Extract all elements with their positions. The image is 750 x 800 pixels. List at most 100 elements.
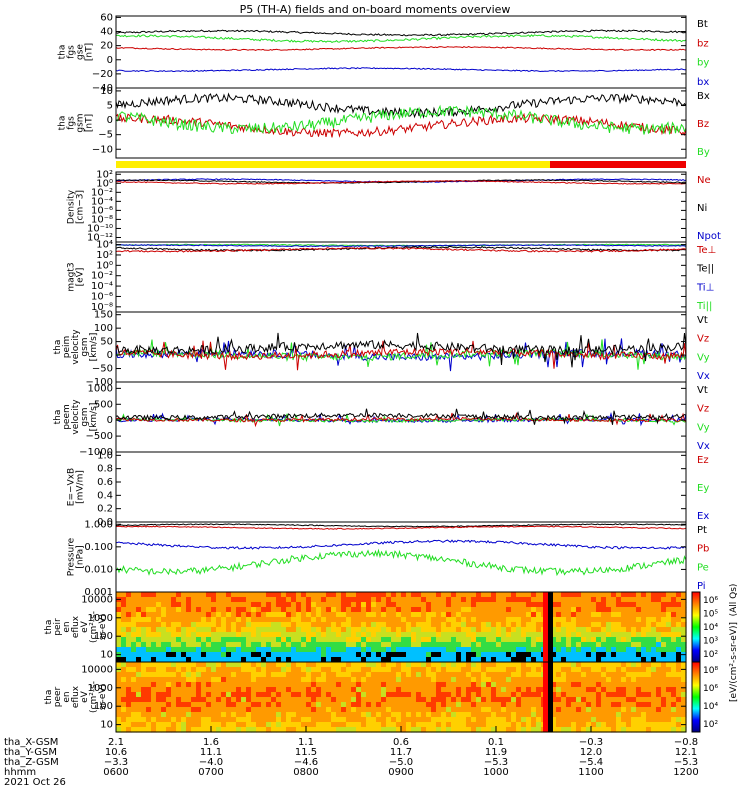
panel-9-ylabel: en	[62, 621, 72, 632]
panel-5-legend: Vz	[697, 334, 709, 345]
panel-5-ytick: 50	[100, 337, 113, 348]
panel-4-ylabel: magt3	[67, 262, 77, 291]
panel-10-ylabel: en	[62, 691, 72, 702]
colorbar-tick: 10⁶	[703, 596, 718, 606]
xaxis-tick-value: −0.8	[674, 737, 698, 748]
status-bar-yellow	[116, 161, 550, 168]
panel-1-ytick: −20	[92, 69, 113, 80]
panel-1-series-green	[115, 34, 687, 43]
panel-3-ytick: 10⁻¹⁰	[87, 223, 113, 234]
panel-9-ylabel: peir	[53, 618, 63, 636]
panel-1-ytick: −40	[92, 83, 113, 94]
panel-2-series-green	[115, 104, 687, 136]
panel-7	[115, 451, 687, 523]
panel-4-ytick: 10⁻⁸	[91, 302, 113, 313]
panel-9-ytick: 100	[94, 631, 113, 642]
panel-7-legend: Ex	[697, 511, 709, 522]
xaxis-tick-value: 1200	[673, 767, 698, 778]
panel-6	[115, 381, 687, 453]
panel-2-ytick: 0	[107, 115, 113, 126]
panel-7-ylabel: [mV/m]	[76, 470, 86, 504]
panel-6-ytick: 0	[107, 415, 113, 426]
xaxis-tick-value: 0.1	[488, 737, 504, 748]
panel-8-legend: Pi	[697, 581, 706, 592]
xaxis-row-label: tha_Z-GSM	[4, 757, 59, 768]
panel-2-ylabel: fgs	[67, 116, 77, 130]
xaxis-tick-value: 0600	[103, 767, 128, 778]
panel-7-legend: Ez	[697, 455, 709, 466]
panel-5	[115, 311, 687, 383]
panel-5-series-red	[115, 340, 687, 371]
xaxis-tick-value: −5.3	[484, 757, 508, 768]
xaxis-tick-value: −5.0	[389, 757, 413, 768]
panel-2-legend: Bx	[697, 91, 710, 102]
panel-1-ytick: 60	[100, 12, 113, 23]
panel-5-legend: Vy	[697, 352, 710, 363]
panel-10-ytick: 100	[94, 701, 113, 712]
colorbar-2	[691, 661, 701, 733]
xaxis-tick-value: −0.3	[579, 737, 603, 748]
xaxis-tick-value: 12.0	[580, 747, 602, 758]
xaxis-tick-value: −3.3	[104, 757, 128, 768]
xaxis-tick-value: 1100	[578, 767, 603, 778]
panel-7-legend: Ey	[697, 483, 709, 494]
panel-2-ytick: 5	[107, 101, 113, 112]
panel-4-legend: Ti||	[696, 301, 712, 312]
panel-4-series-red	[115, 246, 687, 253]
panel-4-ytick: 10⁰	[96, 260, 113, 271]
panel-5-ytick: −50	[92, 364, 113, 375]
panel-6-ylabel: gsm	[80, 407, 90, 426]
panel-3-ytick: 10²	[96, 169, 113, 180]
panel-9-ytick: 10	[100, 650, 113, 661]
panel-3-series-black	[115, 179, 687, 184]
panel-8-ytick: 0.001	[84, 587, 113, 598]
panel-4-legend: Te||	[696, 264, 714, 275]
panel-3-ylabel: [cm−3]	[76, 190, 86, 224]
panel-9	[115, 591, 687, 663]
xaxis-tick-value: 12.1	[675, 747, 697, 758]
panel-3-ylabel: Density	[67, 189, 77, 224]
panel-7-ytick: 0.4	[97, 490, 113, 501]
panel-5-ylabel: tha	[53, 340, 63, 355]
panel-10-ylabel: tha	[44, 690, 54, 705]
panel-4-ylabel: [eV]	[76, 268, 86, 287]
panel-1-series-blue	[115, 67, 686, 73]
xaxis-tick-value: −5.4	[579, 757, 603, 768]
panel-2-ytick: −5	[98, 130, 113, 141]
panel-10-ylabel: peer	[53, 686, 63, 707]
panel-4-legend: Ti⊥	[696, 282, 714, 293]
panel-2-legend: By	[697, 147, 710, 158]
colorbar-tick: 10⁵	[703, 610, 718, 620]
panel-9-ylabel: (cm²-s-	[89, 611, 99, 643]
panel-4-ytick: 10⁴	[96, 240, 113, 251]
panel-7-ytick: 0.2	[97, 504, 113, 515]
panel-9-ytick: 10000	[81, 594, 113, 605]
panel-10	[115, 661, 687, 733]
panel-5-ylabel: [km/s]	[89, 333, 99, 362]
panel-3	[115, 171, 687, 243]
panel-1-ylabel: [nT]	[85, 43, 95, 61]
panel-8-ylabel: Pressure	[67, 537, 77, 576]
panel-4-ytick: 10²	[96, 250, 113, 261]
panel-10-ylabel: eV	[80, 690, 90, 703]
panel-5-ylabel: velocity	[71, 329, 81, 365]
panel-6-ytick: −1000	[79, 447, 113, 458]
panel-10-ytick: 10000	[81, 664, 113, 675]
xaxis-tick-value: 0700	[198, 767, 223, 778]
panel-10-ylabel: sr-eV)	[98, 684, 108, 710]
panel-6-legend: Vy	[697, 422, 710, 433]
panel-10-ytick: 1000	[88, 683, 113, 694]
panel-4-legend: Te⊥	[696, 245, 716, 256]
status-bar-red	[550, 161, 686, 168]
panel-4	[115, 241, 687, 313]
panel-1-legend: by	[697, 58, 709, 69]
colorbar-tick: 10⁴	[703, 702, 718, 712]
panel-2-series-black	[115, 92, 687, 119]
panel-8-series-red	[115, 525, 687, 530]
panel-3-ytick: 10⁻¹²	[87, 232, 113, 243]
panel-8-legend: Pe	[697, 562, 709, 573]
panel-9-ylabel: sr-eV)	[98, 614, 108, 640]
panel-3-legend: Ni	[697, 203, 707, 214]
panel-9-ytick: 1000	[88, 613, 113, 624]
panel-10-ylabel: (cm²-s-	[89, 681, 99, 713]
